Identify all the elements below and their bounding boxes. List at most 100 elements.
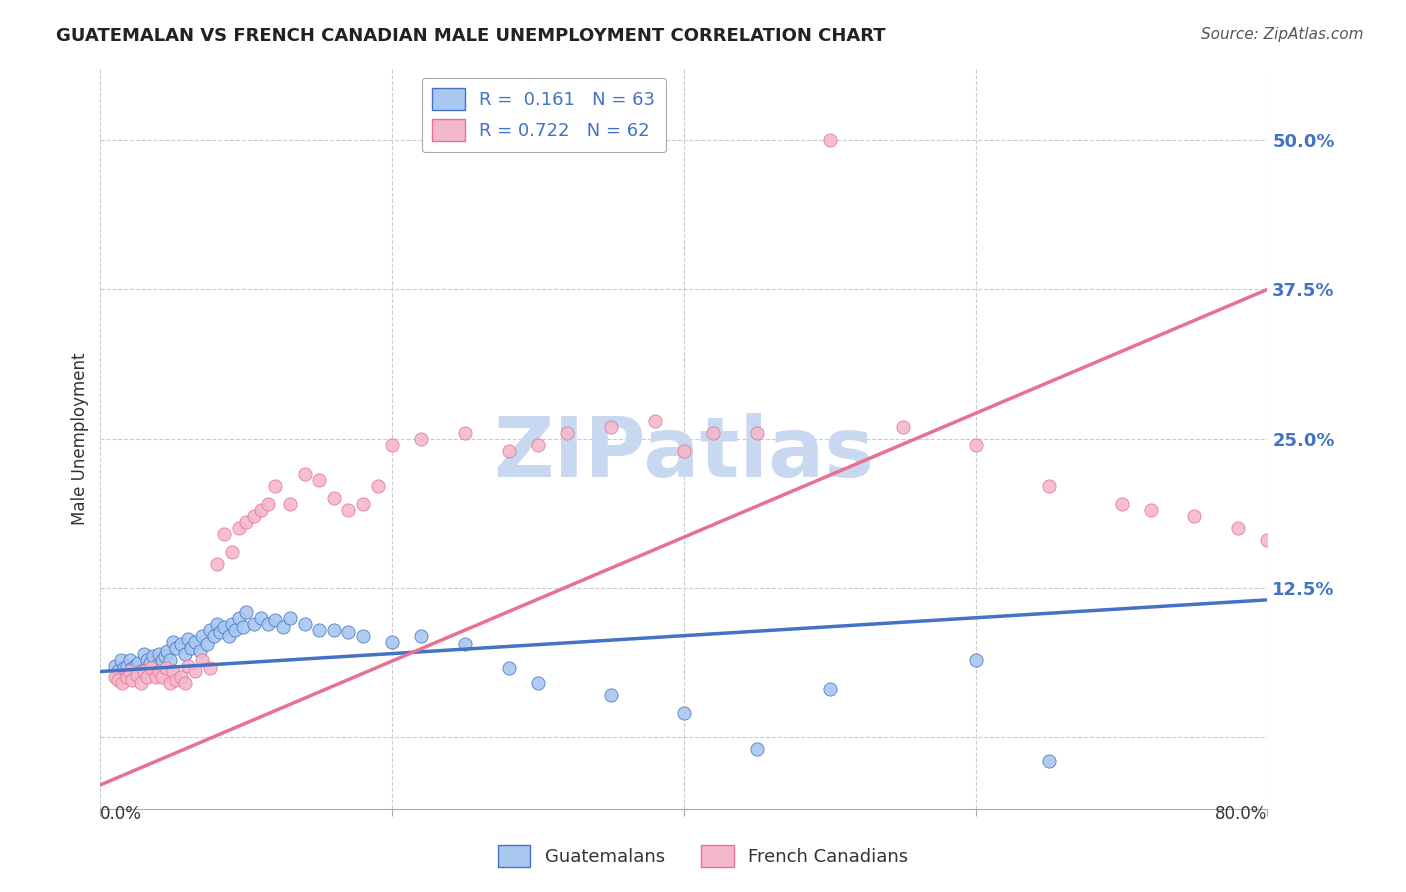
Point <box>308 474 330 488</box>
Point <box>121 661 143 675</box>
Point <box>191 629 214 643</box>
Point <box>294 467 316 482</box>
Point <box>381 437 404 451</box>
Point <box>145 670 167 684</box>
Point <box>155 661 177 675</box>
Point <box>115 670 138 684</box>
Point <box>110 652 132 666</box>
Point <box>965 652 987 666</box>
Point <box>107 673 129 687</box>
Point <box>745 742 768 756</box>
Text: GUATEMALAN VS FRENCH CANADIAN MALE UNEMPLOYMENT CORRELATION CHART: GUATEMALAN VS FRENCH CANADIAN MALE UNEMP… <box>56 27 886 45</box>
Point <box>159 676 181 690</box>
Point <box>208 625 231 640</box>
Point <box>184 634 207 648</box>
Point <box>264 613 287 627</box>
Point <box>141 661 163 675</box>
Point <box>242 509 264 524</box>
Point <box>322 623 344 637</box>
Point <box>112 661 135 675</box>
Point <box>555 425 578 440</box>
Point <box>139 656 162 670</box>
Point <box>891 419 914 434</box>
Point <box>278 497 301 511</box>
Point <box>352 497 374 511</box>
Point <box>257 497 280 511</box>
Point <box>322 491 344 506</box>
Point <box>294 616 316 631</box>
Point <box>148 665 170 679</box>
Point <box>232 620 254 634</box>
Point <box>124 658 146 673</box>
Point <box>600 689 623 703</box>
Point <box>104 670 127 684</box>
Point <box>352 629 374 643</box>
Point <box>454 637 477 651</box>
Point <box>145 658 167 673</box>
Point <box>150 652 173 666</box>
Point <box>965 437 987 451</box>
Point <box>278 611 301 625</box>
Point <box>118 665 141 679</box>
Point <box>250 503 273 517</box>
Point <box>228 611 250 625</box>
Point <box>156 644 179 658</box>
Point <box>202 629 225 643</box>
Point <box>818 133 841 147</box>
Point <box>174 676 197 690</box>
Point <box>125 668 148 682</box>
Point <box>104 658 127 673</box>
Point <box>191 652 214 666</box>
Point <box>1256 533 1278 548</box>
Point <box>129 665 152 679</box>
Point <box>1285 545 1308 559</box>
Point <box>195 637 218 651</box>
Point <box>1111 497 1133 511</box>
Point <box>198 661 221 675</box>
Point <box>672 706 695 721</box>
Point <box>1139 503 1161 517</box>
Point <box>198 623 221 637</box>
Point <box>142 648 165 663</box>
Point <box>165 673 187 687</box>
Point <box>218 629 240 643</box>
Point <box>367 479 389 493</box>
Point <box>1184 509 1206 524</box>
Text: 0.0%: 0.0% <box>100 805 142 823</box>
Point <box>134 665 156 679</box>
Point <box>381 634 404 648</box>
Point <box>107 665 129 679</box>
Point <box>136 670 159 684</box>
Point <box>184 665 207 679</box>
Point <box>121 673 143 687</box>
Point <box>205 557 228 571</box>
Point <box>165 640 187 655</box>
Point <box>180 640 202 655</box>
Point <box>411 432 433 446</box>
Point <box>118 652 141 666</box>
Point <box>127 656 149 670</box>
Point <box>148 647 170 661</box>
Point <box>111 676 134 690</box>
Point <box>1227 521 1250 535</box>
Point <box>818 682 841 697</box>
Point <box>498 661 520 675</box>
Point <box>308 623 330 637</box>
Point <box>221 616 243 631</box>
Point <box>136 652 159 666</box>
Point <box>454 425 477 440</box>
Point <box>169 670 191 684</box>
Point <box>115 658 138 673</box>
Point <box>153 648 176 663</box>
Point <box>1038 479 1060 493</box>
Point <box>271 620 294 634</box>
Text: Source: ZipAtlas.com: Source: ZipAtlas.com <box>1201 27 1364 42</box>
Point <box>177 658 200 673</box>
Point <box>1329 563 1351 577</box>
Point <box>228 521 250 535</box>
Point <box>221 545 243 559</box>
Point <box>1038 754 1060 768</box>
Text: 80.0%: 80.0% <box>1215 805 1267 823</box>
Point <box>250 611 273 625</box>
Point <box>672 443 695 458</box>
